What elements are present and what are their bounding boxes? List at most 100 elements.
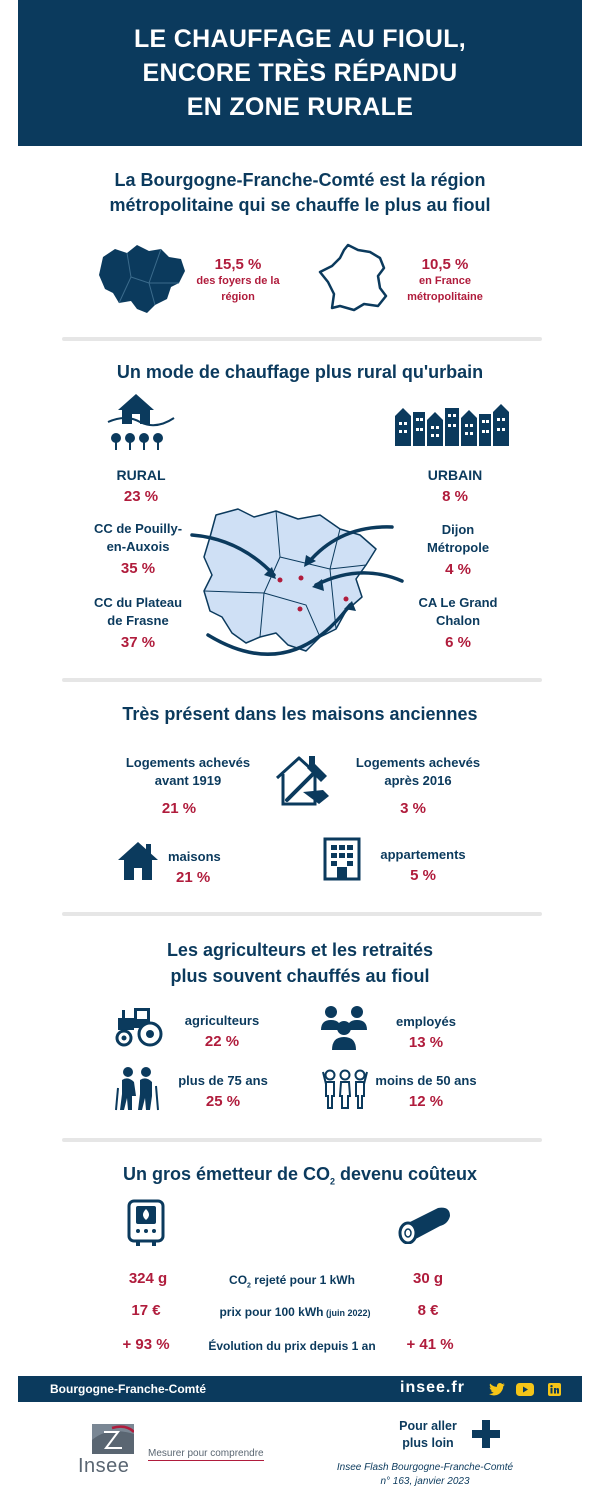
region-stat: 15,5 % des foyers de la région [188, 256, 288, 305]
after-2016-label-line-2: après 2016 [384, 773, 452, 788]
region-label: des foyers de la région [188, 273, 288, 305]
maisons-stat: maisons 21 % [168, 848, 221, 886]
agriculteurs-label: agriculteurs [184, 1013, 260, 1028]
section5-title: Un gros émetteur de CO2 devenu coûteux [40, 1164, 560, 1187]
house-icon [116, 840, 160, 882]
section5-title-sub: 2 [330, 1176, 336, 1187]
insee-logo-mark [92, 1424, 134, 1454]
rural-village-icon [106, 392, 176, 454]
youtube-icon[interactable] [516, 1383, 534, 1396]
publication-reference-line-2: n° 163, janvier 2023 [380, 1476, 470, 1487]
section1-title-line-1: La Bourgogne-Franche-Comté est la région [114, 170, 486, 190]
plus-icon[interactable] [472, 1420, 500, 1448]
urbain-value: 8 % [442, 488, 468, 505]
separator [62, 912, 542, 916]
more-info-line-2: plus loin [402, 1436, 454, 1450]
france-stat: 10,5 % en France métropolitaine [395, 256, 495, 305]
before-1919-label-line-1: Logements achevés [125, 755, 251, 770]
chalon-label-line-1: CA Le Grand [418, 595, 498, 610]
dijon-stat: Dijon Métropole 4 % [408, 521, 508, 578]
separator [62, 1138, 542, 1142]
plus75-label: plus de 75 ans [178, 1073, 268, 1088]
more-info-line-1: Pour aller [399, 1419, 457, 1433]
co2-label-prefix: CO [229, 1273, 248, 1287]
urban-city-icon [393, 402, 513, 448]
employees-group-icon [320, 1004, 368, 1052]
rural-label: RURAL [116, 467, 166, 483]
insee-site-link[interactable]: insee.fr [400, 1379, 465, 1396]
moins50-stat: moins de 50 ans 12 % [370, 1072, 482, 1110]
insee-tagline: Mesurer pour comprendre [148, 1448, 264, 1461]
price-label: prix pour 100 kWh [219, 1305, 324, 1319]
region-label-line-1: des foyers de la [196, 275, 280, 287]
bfc-region-map-icon [97, 243, 189, 315]
section4-title-line-1: Les agriculteurs et les retraités [166, 940, 434, 960]
before-1919-label-line-2: avant 1919 [154, 773, 222, 788]
evolution-fioul: + 93 % [122, 1336, 170, 1353]
fioul-price-value: 17 € [116, 1302, 176, 1319]
fioul-evolution-value: + 93 % [114, 1336, 178, 1353]
co2-label-sub: 2 [247, 1282, 251, 1290]
price-bois: 8 € [417, 1302, 439, 1319]
fioul-co2-value: 324 g [118, 1270, 178, 1287]
co2-fioul: 324 g [128, 1270, 168, 1287]
after-2016-value: 3 % [400, 800, 426, 817]
agriculteurs-stat: agriculteurs 22 % [170, 1012, 274, 1050]
price-row-label: prix pour 100 kWh (juin 2022) [190, 1303, 400, 1322]
maisons-value: 21 % [176, 869, 211, 886]
dijon-label-line-1: Dijon [441, 522, 475, 537]
evolution-row-label: Évolution du prix depuis 1 an [208, 1339, 376, 1353]
appartements-label: appartements [380, 847, 466, 862]
separator [62, 678, 542, 682]
section5-title-prefix: Un gros émetteur de CO [122, 1164, 330, 1184]
cc-plateau-label-line-2: de Frasne [107, 613, 169, 628]
rural-value: 23 % [123, 488, 159, 505]
title-line-1: LE CHAUFFAGE AU FIOUL, [133, 25, 467, 53]
cc-pouilly-value: 35 % [120, 560, 156, 577]
employes-stat: employés 13 % [376, 1013, 476, 1051]
rural-stat: RURAL 23 % [96, 466, 186, 505]
section1-title: La Bourgogne-Franche-Comté est la région… [40, 168, 560, 218]
before-1919-stat: Logements achevés avant 1919 21 % [112, 754, 264, 817]
urbain-stat: URBAIN 8 % [410, 466, 500, 505]
co2-bois: 30 g [412, 1270, 443, 1287]
cc-plateau-value: 37 % [120, 634, 156, 651]
apartment-building-icon [322, 836, 362, 882]
linkedin-icon[interactable] [548, 1383, 561, 1396]
twitter-icon[interactable] [489, 1383, 505, 1396]
price-label-date: (juin 2022) [323, 1308, 371, 1318]
publication-reference: Insee Flash Bourgogne-Franche-Comté n° 1… [318, 1461, 532, 1489]
france-label-line-2: métropolitaine [407, 291, 483, 303]
chalon-label-line-2: Chalon [435, 613, 481, 628]
after-2016-label-line-1: Logements achevés [355, 755, 481, 770]
france-label: en France métropolitaine [395, 273, 495, 305]
elderly-couple-icon [114, 1066, 162, 1112]
france-value: 10,5 % [421, 256, 469, 273]
publication-reference-line-1: Insee Flash Bourgogne-Franche-Comté [336, 1462, 514, 1473]
dijon-label-line-2: Métropole [426, 540, 490, 555]
co2-row-label: CO2 rejeté pour 1 kWh [190, 1271, 394, 1295]
bois-co2-value: 30 g [398, 1270, 458, 1287]
plus75-stat: plus de 75 ans 25 % [168, 1072, 278, 1110]
section4-title-line-2: plus souvent chauffés au fioul [170, 966, 430, 986]
employes-value: 13 % [408, 1034, 444, 1051]
moins50-value: 12 % [408, 1093, 444, 1110]
more-info-link[interactable]: Pour aller plus loin [392, 1418, 464, 1452]
bois-price-value: 8 € [398, 1302, 458, 1319]
young-people-icon [322, 1068, 368, 1110]
section2-title: Un mode de chauffage plus rural qu'urbai… [116, 362, 484, 382]
appartements-stat: appartements 5 % [372, 846, 474, 884]
moins50-label: moins de 50 ans [375, 1073, 477, 1088]
insee-logo-text: Insee [78, 1455, 130, 1477]
maisons-label: maisons [168, 849, 221, 864]
employes-label: employés [396, 1014, 456, 1029]
chalon-stat: CA Le Grand Chalon 6 % [408, 594, 508, 651]
chalon-value: 6 % [445, 634, 471, 651]
title-line-2: ENCORE TRÈS RÉPANDU [142, 59, 458, 87]
before-1919-value: 21 % [161, 800, 197, 817]
cc-plateau-label-line-1: CC du Plateau [93, 595, 183, 610]
section1-title-line-2: métropolitaine qui se chauffe le plus au… [109, 195, 491, 215]
wood-log-icon [396, 1204, 452, 1244]
fuel-boiler-icon [126, 1198, 166, 1248]
footer-region: Bourgogne-Franche-Comté [50, 1382, 206, 1396]
